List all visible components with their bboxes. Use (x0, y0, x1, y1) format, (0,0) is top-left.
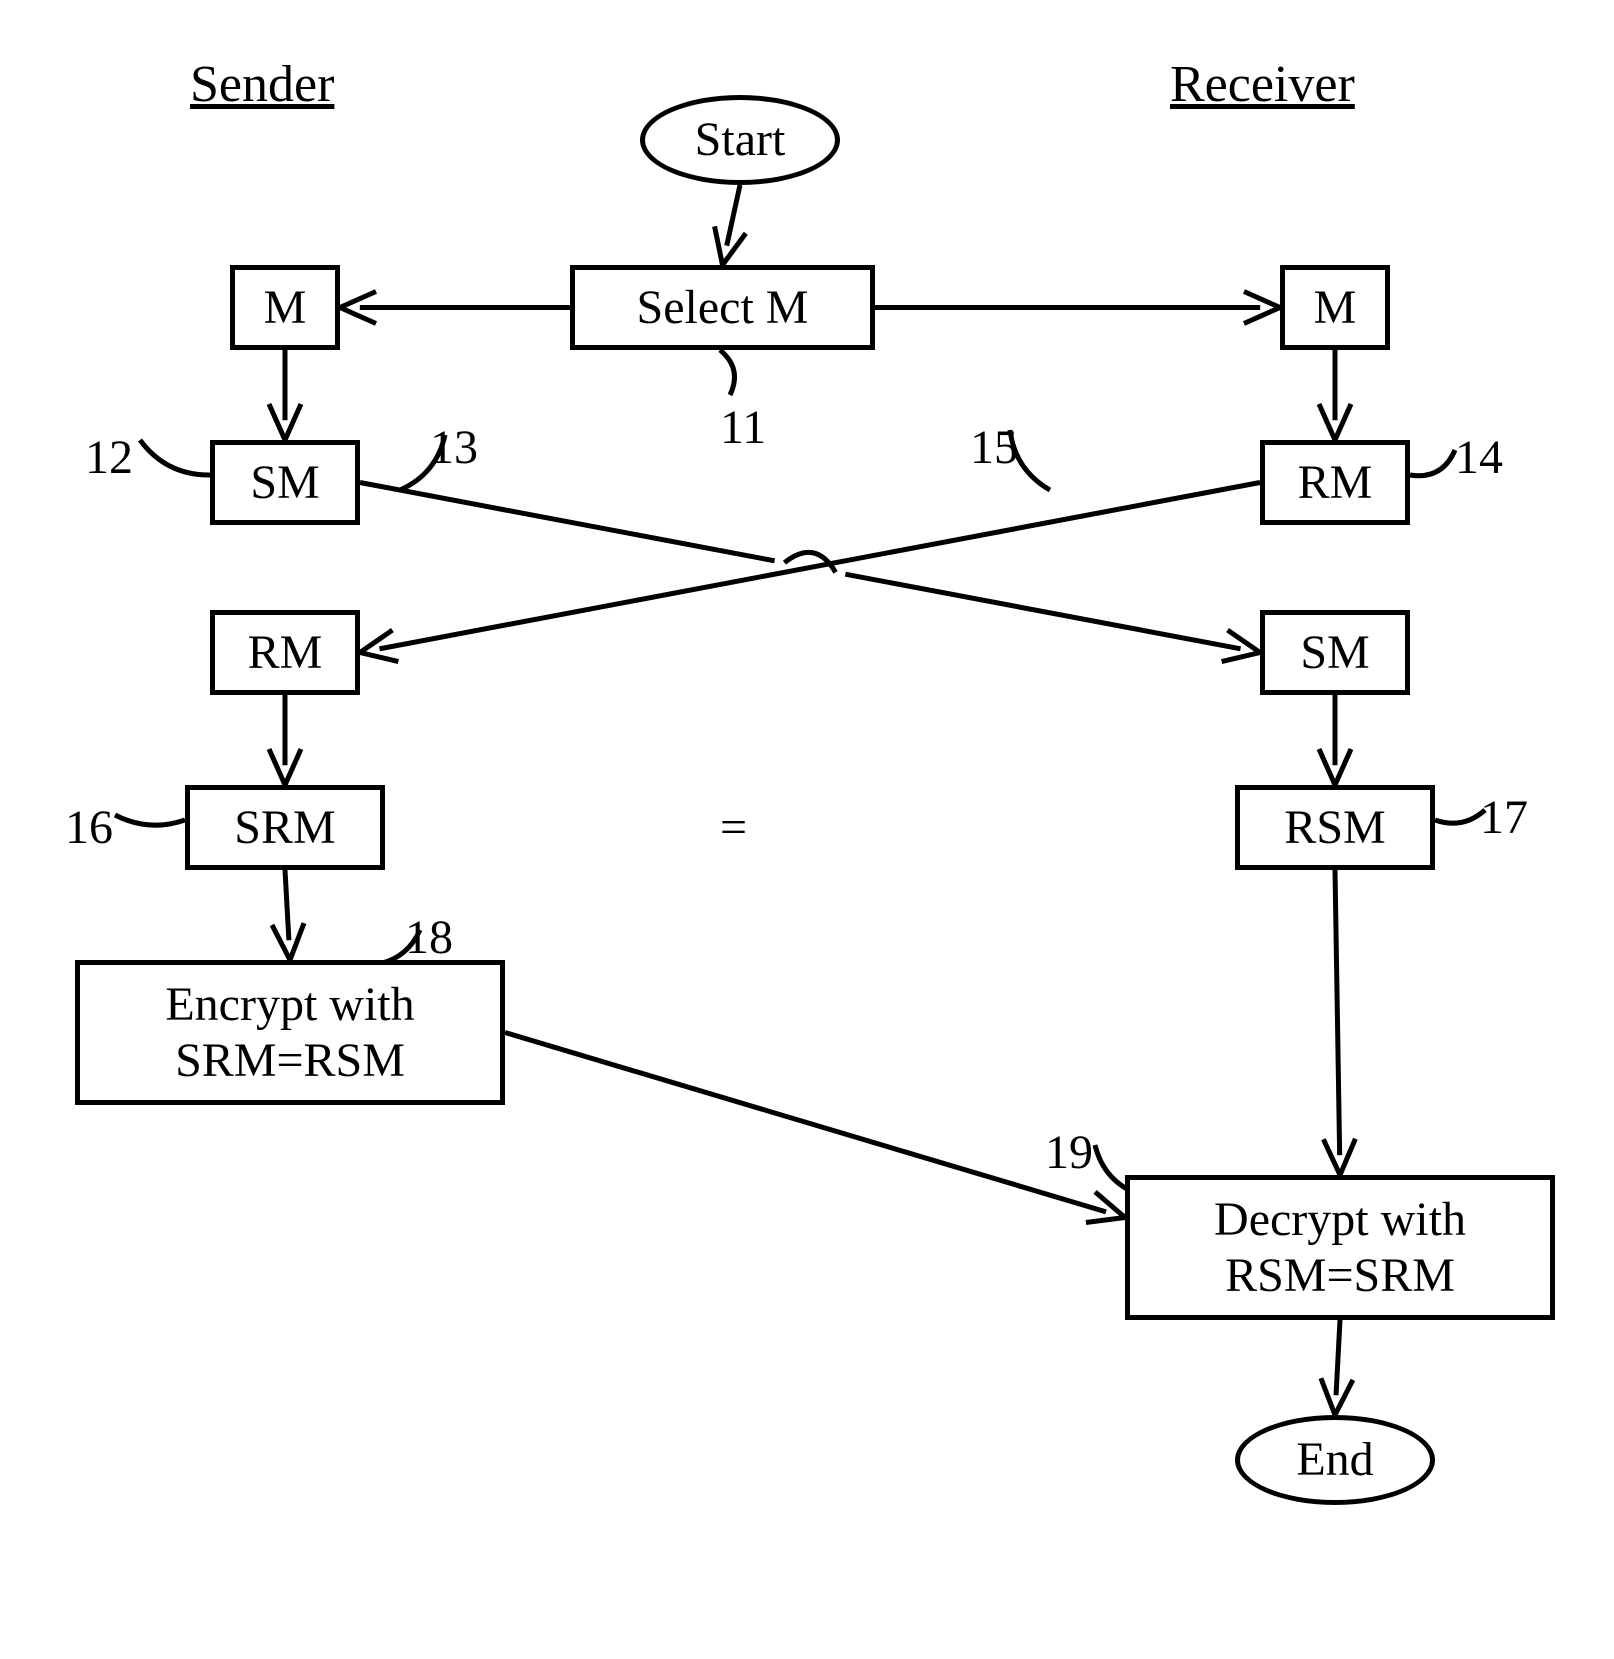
ref-label-r18: 18 (405, 910, 453, 965)
node-srm: SRM (185, 785, 385, 870)
node-rm_right: RM (1260, 440, 1410, 525)
node-sm_right: SM (1260, 610, 1410, 695)
ref-label-r19: 19 (1045, 1125, 1093, 1180)
ref-label-r15: 15 (970, 420, 1018, 475)
node-start: Start (640, 95, 840, 185)
ref-label-r16: 16 (65, 800, 113, 855)
ref-label-r14: 14 (1455, 430, 1503, 485)
node-end: End (1235, 1415, 1435, 1505)
heading-receiver: Receiver (1170, 55, 1355, 115)
node-m_right: M (1280, 265, 1390, 350)
node-rsm: RSM (1235, 785, 1435, 870)
ref-label-r17: 17 (1480, 790, 1528, 845)
ref-label-r13: 13 (430, 420, 478, 475)
node-selectM: Select M (570, 265, 875, 350)
node-m_left: M (230, 265, 340, 350)
diagram-canvas: Start Select M M M SM RM RM SM SRM RSM Encrypt wit… (0, 0, 1614, 1659)
node-rm_left: RM (210, 610, 360, 695)
node-sm_left: SM (210, 440, 360, 525)
equals-label: = (720, 800, 747, 855)
heading-sender: Sender (190, 55, 334, 115)
node-decrypt: Decrypt with RSM=SRM (1125, 1175, 1555, 1320)
ref-label-r11: 11 (720, 400, 766, 455)
node-encrypt: Encrypt with SRM=RSM (75, 960, 505, 1105)
ref-label-r12: 12 (85, 430, 133, 485)
